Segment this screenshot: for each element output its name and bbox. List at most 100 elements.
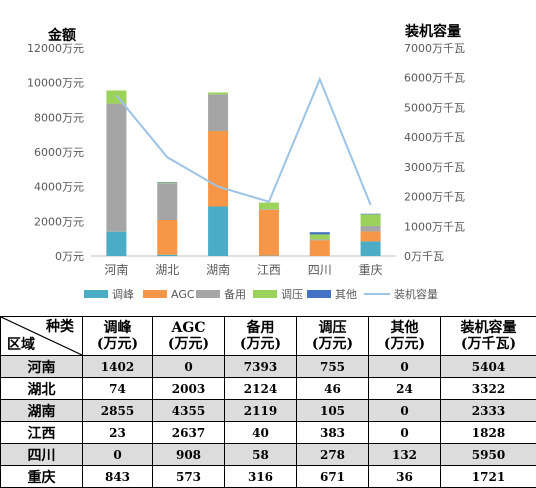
- legend-swatch: [196, 290, 220, 298]
- legend-label: 装机容量: [394, 287, 438, 301]
- table-cell: 7393: [225, 356, 297, 378]
- table-cell: 5404: [441, 356, 536, 378]
- right-tick-label: 7000万千瓦: [404, 42, 465, 55]
- table-cell: 573: [153, 466, 225, 488]
- table-cell: 5950: [441, 444, 536, 466]
- bar-segment: [259, 209, 279, 210]
- legend-swatch: [143, 290, 167, 298]
- category-label: 湖北: [155, 262, 179, 277]
- bar-segment: [310, 232, 330, 234]
- left-tick-label: 6000万元: [34, 146, 84, 159]
- right-tick-label: 1000万千瓦: [404, 220, 465, 233]
- legend-swatch: [307, 290, 331, 298]
- bar-segment: [157, 220, 177, 255]
- column-header: AGC(万元): [153, 317, 225, 356]
- row-label: 重庆: [1, 466, 83, 488]
- table-cell: 383: [297, 422, 369, 444]
- right-tick-label: 5000万千瓦: [404, 101, 465, 114]
- bar-segment: [157, 182, 177, 183]
- bar-segment: [310, 234, 330, 239]
- table-cell: 2637: [153, 422, 225, 444]
- bar-segment: [157, 255, 177, 256]
- row-label: 湖南: [1, 400, 83, 422]
- table-cell: 74: [83, 378, 153, 400]
- table-cell: 1721: [441, 466, 536, 488]
- legend-swatch: [84, 290, 108, 298]
- left-tick-label: 0万元: [55, 250, 84, 263]
- table-cell: 1402: [83, 356, 153, 378]
- table-cell: 0: [153, 356, 225, 378]
- table-cell: 4355: [153, 400, 225, 422]
- row-label: 江西: [1, 422, 83, 444]
- bar-segment: [361, 214, 381, 215]
- table-cell: 132: [369, 444, 441, 466]
- column-header: 备用(万元): [225, 317, 297, 356]
- data-table: 种类 区域 调峰(万元) AGC(万元) 备用(万元) 调压(万元) 其他(万元…: [0, 316, 536, 488]
- table-cell: 0: [83, 444, 153, 466]
- column-header: 其他(万元): [369, 317, 441, 356]
- table-cell: 23: [83, 422, 153, 444]
- table-cell: 24: [369, 378, 441, 400]
- table-cell: 278: [297, 444, 369, 466]
- bar-segment: [157, 183, 177, 220]
- row-label: 河南: [1, 356, 83, 378]
- category-label: 湖南: [206, 262, 230, 277]
- table-cell: 0: [369, 400, 441, 422]
- combo-chart: 金额 装机容量 0万元2000万元4000万元6000万元8000万元10000…: [0, 0, 536, 312]
- bar-segment: [310, 240, 330, 256]
- bar-segment: [208, 92, 228, 94]
- legend-label: 其他: [335, 288, 357, 301]
- legend-label: AGC: [171, 288, 195, 301]
- table-cell: 2855: [83, 400, 153, 422]
- bar-segment: [361, 226, 381, 231]
- row-label: 四川: [1, 444, 83, 466]
- table-cell: 105: [297, 400, 369, 422]
- table-cell: 316: [225, 466, 297, 488]
- bar-segment: [208, 207, 228, 256]
- table-cell: 1828: [441, 422, 536, 444]
- right-tick-label: 3000万千瓦: [404, 161, 465, 174]
- bar-segment: [361, 214, 381, 226]
- legend-label: 调峰: [112, 288, 134, 301]
- table-cell: 671: [297, 466, 369, 488]
- bar-segment: [208, 131, 228, 206]
- legend-label: 调压: [281, 288, 303, 301]
- right-tick-label: 6000万千瓦: [404, 72, 465, 85]
- right-tick-label: 4000万千瓦: [404, 131, 465, 144]
- row-label: 湖北: [1, 378, 83, 400]
- bar-segment: [106, 104, 126, 232]
- table-cell: 3322: [441, 378, 536, 400]
- bar-segment: [310, 239, 330, 240]
- table-cell: 40: [225, 422, 297, 444]
- table-cell: 58: [225, 444, 297, 466]
- left-tick-label: 4000万元: [34, 181, 84, 194]
- table-cell: 36: [369, 466, 441, 488]
- table-cell: 755: [297, 356, 369, 378]
- category-label: 河南: [104, 262, 128, 277]
- table-cell: 2119: [225, 400, 297, 422]
- table-cell: 2124: [225, 378, 297, 400]
- bar-segment: [106, 232, 126, 256]
- bar-segment: [259, 210, 279, 256]
- line-series-capacity: [116, 79, 370, 205]
- column-header: 调峰(万元): [83, 317, 153, 356]
- right-axis-title: 装机容量: [404, 23, 461, 40]
- table-cell: 46: [297, 378, 369, 400]
- left-tick-label: 8000万元: [34, 111, 84, 124]
- bar-segment: [361, 241, 381, 256]
- table-corner-header: 种类 区域: [1, 317, 83, 356]
- corner-label-category: 种类: [46, 319, 74, 335]
- table-cell: 843: [83, 466, 153, 488]
- bar-segment: [208, 94, 228, 131]
- table-cell: 2003: [153, 378, 225, 400]
- table-cell: 2333: [441, 400, 536, 422]
- table-cell: 0: [369, 422, 441, 444]
- column-header: 调压(万元): [297, 317, 369, 356]
- column-header: 装机容量(万千瓦): [441, 317, 536, 356]
